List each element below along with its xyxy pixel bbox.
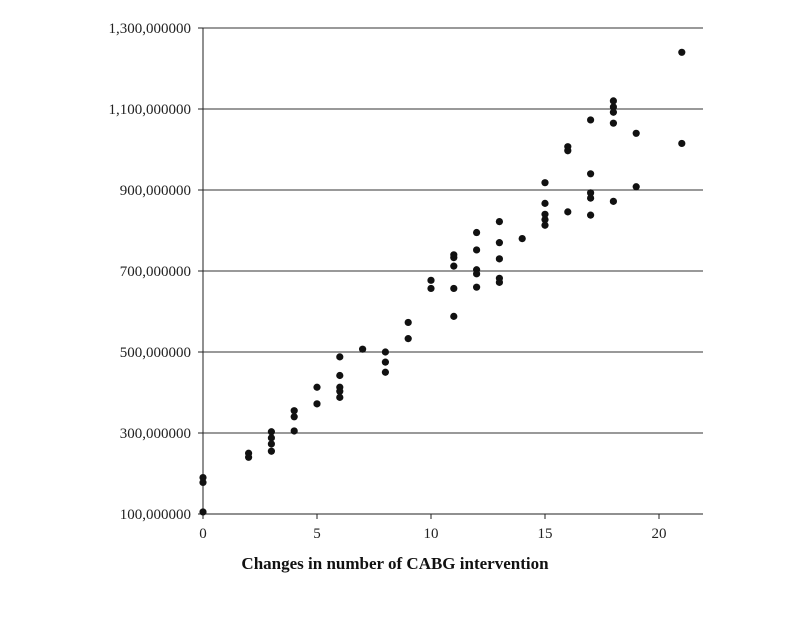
data-point-62	[632, 183, 640, 191]
grid-layer	[203, 27, 703, 434]
data-point-23	[404, 318, 412, 327]
data-point-39	[495, 255, 503, 263]
data-point-17	[336, 387, 344, 395]
data-point-35	[473, 270, 481, 278]
data-point-1	[199, 478, 207, 487]
data-point-63	[678, 48, 686, 56]
data-point-21	[381, 358, 389, 366]
x-tick-label-2: 10	[424, 526, 439, 542]
data-point-2	[199, 508, 207, 516]
data-point-15	[336, 371, 344, 380]
data-point-12	[313, 383, 321, 391]
data-point-32	[473, 228, 481, 237]
x-tick-label-1: 5	[313, 526, 321, 542]
data-point-61	[632, 129, 640, 137]
data-point-14	[336, 353, 344, 361]
data-point-8	[267, 447, 275, 455]
data-point-51	[587, 116, 595, 124]
y-tick-label-1: 300,000000	[120, 426, 191, 442]
data-points	[199, 48, 686, 516]
data-point-7	[267, 440, 275, 448]
data-point-57	[609, 103, 618, 111]
x-tick-label-4: 20	[652, 526, 667, 542]
data-point-37	[495, 217, 503, 226]
data-point-4	[245, 453, 253, 461]
data-point-29	[450, 262, 458, 270]
data-point-20	[381, 348, 389, 356]
data-point-13	[313, 400, 321, 408]
y-tick-label-0: 100,000000	[120, 507, 191, 523]
data-point-30	[450, 284, 458, 293]
data-point-44	[541, 199, 549, 207]
data-point-60	[609, 197, 618, 205]
data-point-42	[518, 235, 526, 243]
data-point-9	[290, 407, 298, 415]
y-tick-label-6: 1,300,000000	[109, 21, 192, 37]
data-point-49	[564, 147, 572, 155]
y-tick-label-4: 900,000000	[120, 183, 191, 199]
data-point-25	[427, 276, 435, 284]
data-point-45	[541, 210, 549, 218]
data-point-33	[473, 246, 481, 254]
data-point-56	[609, 97, 618, 105]
data-point-10	[290, 413, 298, 421]
data-point-24	[404, 335, 412, 343]
data-point-6	[267, 434, 275, 442]
data-point-46	[541, 215, 549, 224]
x-tick-label-0: 0	[199, 526, 207, 542]
data-point-36	[473, 283, 481, 291]
data-point-59	[609, 119, 618, 127]
data-point-41	[495, 278, 503, 286]
x-tick-labels: 0 5 10 15 20	[199, 514, 667, 542]
data-point-58	[609, 108, 618, 116]
data-point-26	[427, 284, 435, 293]
data-point-19	[359, 345, 367, 353]
data-point-50	[564, 208, 572, 216]
data-point-64	[678, 139, 686, 148]
y-tick-label-3: 700,000000	[120, 264, 191, 280]
data-point-47	[541, 221, 549, 229]
data-point-43	[541, 179, 549, 187]
data-point-31	[450, 312, 458, 320]
y-tick-label-2: 500,000000	[120, 345, 191, 361]
data-point-22	[381, 368, 389, 376]
data-point-38	[495, 239, 503, 247]
y-tick-label-5: 1,100,000000	[109, 102, 192, 118]
y-tick-labels: 100,000000 300,000000 500,000000 700,000000…	[109, 21, 203, 523]
data-point-18	[336, 393, 344, 401]
x-axis-title: Changes in number of CABG intervention	[241, 554, 549, 573]
x-tick-label-3: 15	[538, 526, 553, 542]
data-point-53	[587, 189, 595, 197]
data-point-11	[290, 427, 298, 435]
data-point-54	[587, 194, 595, 202]
data-point-55	[587, 211, 595, 219]
data-point-5	[267, 428, 275, 436]
data-point-52	[587, 170, 595, 178]
data-point-28	[450, 254, 458, 262]
